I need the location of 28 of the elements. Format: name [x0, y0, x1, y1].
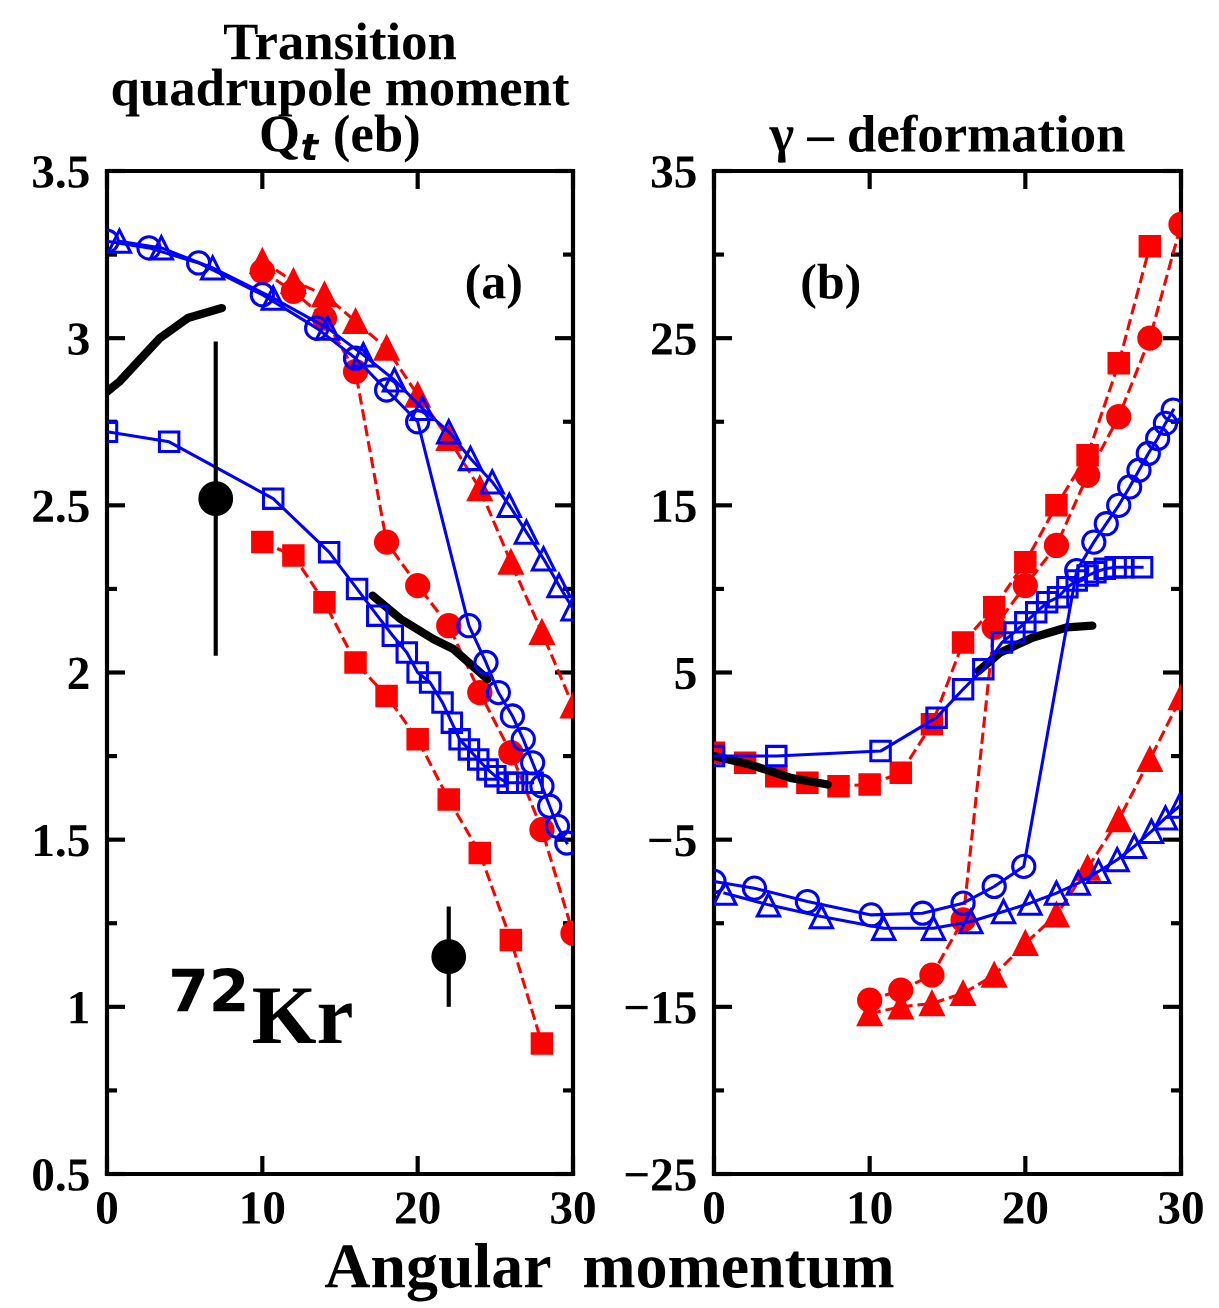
x-tick-label: 30 — [1159, 1192, 1203, 1224]
y-tick-label: 3 — [68, 323, 89, 356]
annotation: (a) — [466, 263, 521, 310]
x-tick-label: 0 — [96, 1192, 118, 1224]
annotation: (b) — [802, 263, 860, 310]
x-tick-label: 30 — [551, 1192, 595, 1224]
y-tick-label: 1.5 — [35, 824, 89, 857]
x-tick-label: 0 — [703, 1192, 725, 1224]
y-tick-label: −25 — [625, 1159, 696, 1191]
y-tick-label: 1 — [70, 992, 88, 1024]
x-axis-title: Angular momentum — [324, 1243, 894, 1302]
chart-title: Transition quadrupole moment Q$_{t}$ (eb) — [112, 22, 570, 163]
annotation: $^{72}$Kr — [172, 967, 352, 1044]
y-tick-label: 35 — [651, 156, 696, 188]
x-tick-label: 20 — [1003, 1192, 1048, 1224]
y-tick-label: 2 — [68, 657, 89, 689]
y-tick-label: 2.5 — [33, 490, 89, 523]
y-tick-label: 5 — [675, 657, 696, 690]
y-tick-label: −15 — [625, 992, 696, 1024]
y-tick-label: 3.5 — [33, 156, 89, 189]
x-tick-label: 20 — [396, 1192, 440, 1224]
y-tick-label: 15 — [653, 490, 696, 523]
y-tick-label: 25 — [652, 323, 696, 356]
x-tick-label: 10 — [849, 1192, 892, 1224]
y-tick-label: 0.5 — [33, 1158, 89, 1192]
y-tick-label: −5 — [649, 825, 696, 857]
chart-title: γ – deformation — [769, 114, 1125, 163]
x-tick-label: 10 — [242, 1192, 285, 1224]
